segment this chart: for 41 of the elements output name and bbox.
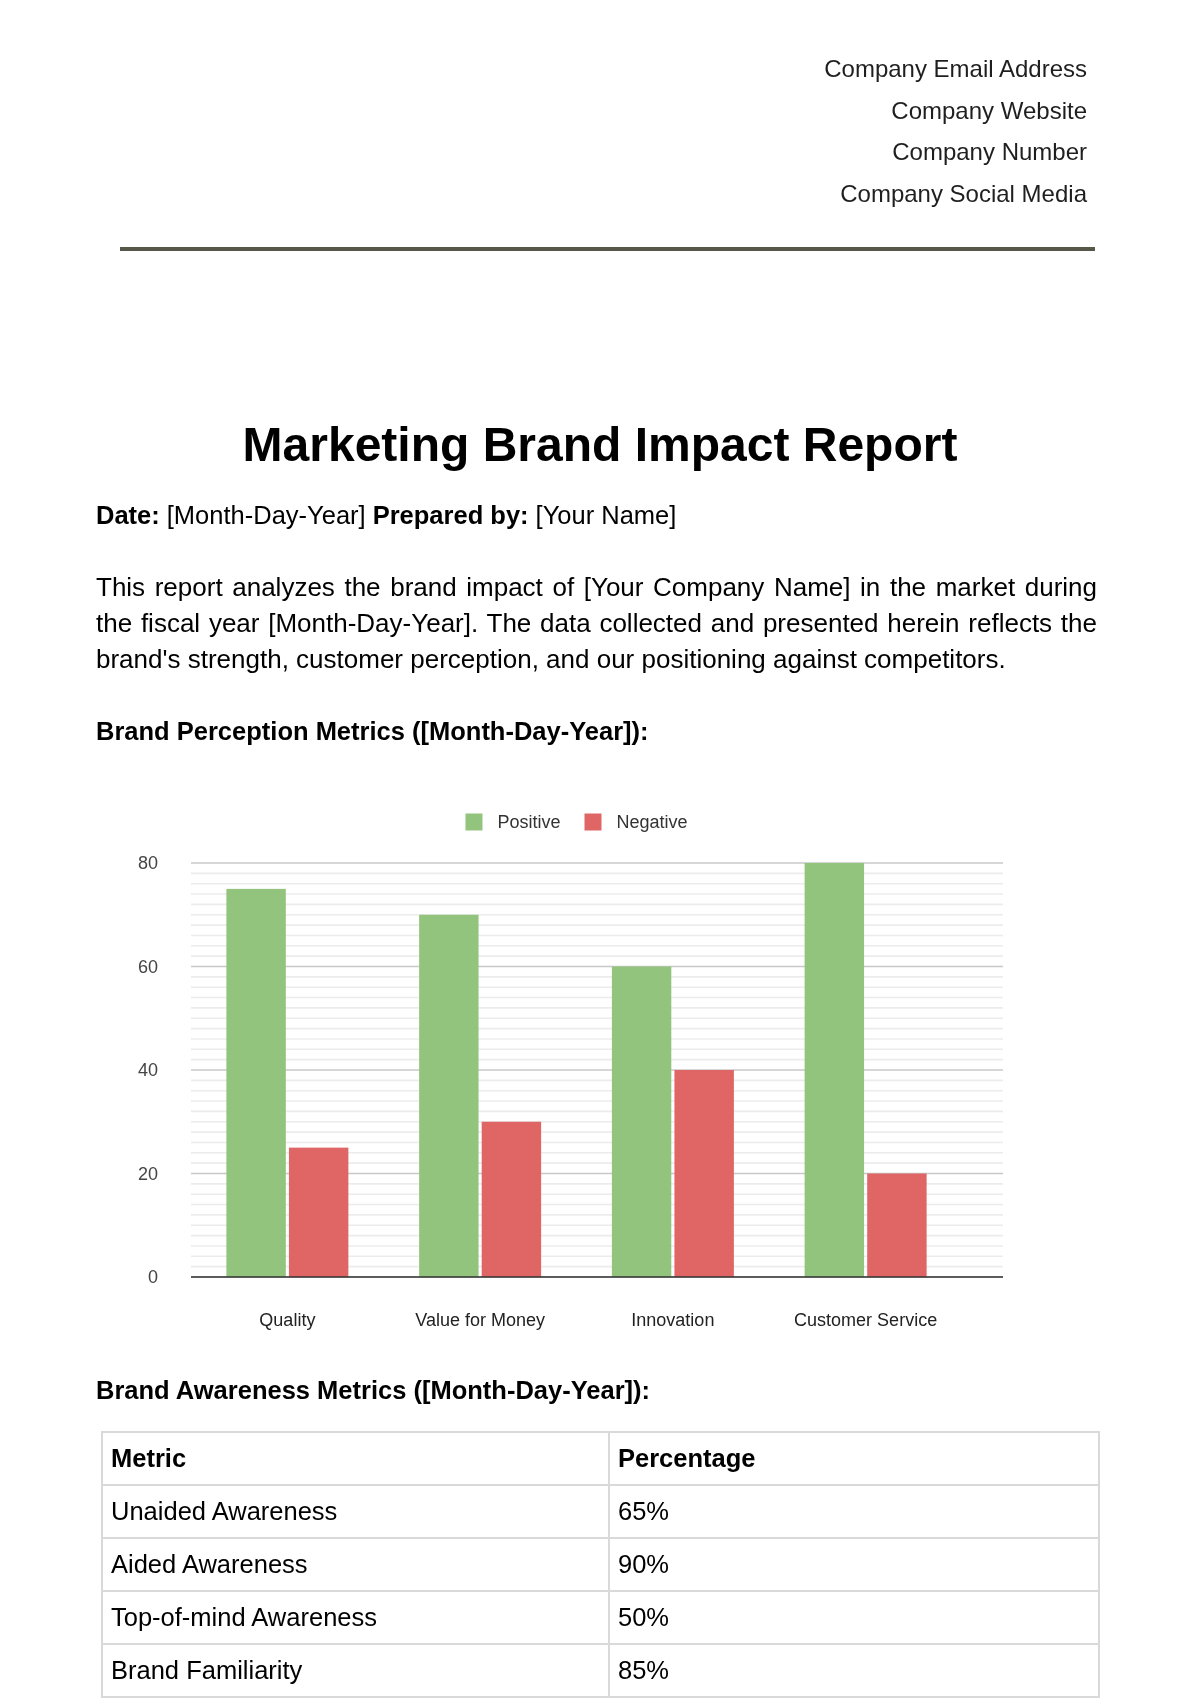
y-tick-label: 40 [137,1060,158,1080]
bar [611,966,672,1277]
text: Company Website [891,95,1087,126]
text: 90% [609,1538,1099,1591]
text: Top-of-mind Awareness [102,1591,609,1644]
text: Aided Awareness [102,1538,609,1591]
y-tick-label: 80 [137,853,158,873]
text: Marketing Brand Impact Report [242,417,958,473]
bar [804,863,865,1277]
text: Unaided Awareness [102,1485,609,1538]
x-tick-label: Quality [259,1310,316,1330]
text: Percentage [609,1432,1099,1485]
y-tick-label: 60 [137,956,158,977]
bar [419,914,479,1277]
bar [288,1147,349,1277]
text: Company Email Address [824,54,1087,84]
legend-label: Positive [497,812,561,832]
text: Brand Awareness Metrics ([Month-Day-Year]): [96,1375,651,1406]
y-tick-label: 0 [147,1267,158,1287]
chart-title: Brand Perception Metrics ([Month-Day-Year]): [96,716,649,747]
x-tick-label: Customer Service [794,1310,938,1330]
x-tick-label: Value for Money [415,1310,545,1330]
text: [Month-Day-Year] [166,500,366,531]
legend-label: Negative [616,812,688,832]
text: [Your Name] [535,500,677,531]
text: Company Number [892,137,1087,168]
bar [481,1121,542,1277]
text: Company Social Media [840,179,1087,210]
bar [226,888,286,1277]
x-tick-label: Innovation [631,1310,715,1330]
text: 50% [609,1591,1099,1644]
bar [867,1173,927,1277]
text: Brand Familiarity [102,1644,609,1697]
text: Metric [102,1432,609,1485]
text: 85% [609,1644,1099,1697]
y-tick-label: 20 [137,1163,158,1184]
text: Date: [96,500,160,531]
text: 65% [609,1485,1099,1538]
text: Prepared by: [372,500,529,531]
text: This report analyzes the brand impact of [Your Company Name] in the market during the fiscal year [Month-Day-Year]. The data collected and presented herein reflects the brand's strength, customer perception, and our positioning against competitors. [96,571,1097,676]
bar [674,1070,734,1277]
